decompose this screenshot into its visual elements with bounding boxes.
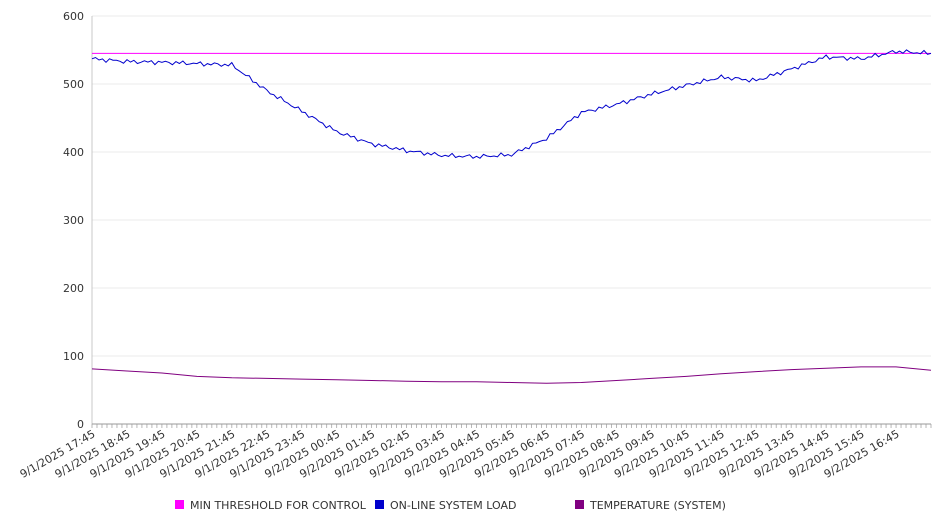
legend: MIN THRESHOLD FOR CONTROL ON-LINE SYSTEM … [175, 499, 726, 512]
legend-label-0: MIN THRESHOLD FOR CONTROL [190, 499, 367, 512]
legend-swatch-0 [175, 500, 184, 509]
series-line-1 [91, 49, 932, 159]
gridlines [92, 15, 931, 357]
legend-swatch-2 [575, 500, 584, 509]
legend-swatch-1 [375, 500, 384, 509]
y-tick-label-600: 600 [63, 10, 84, 23]
y-axis: 0 100 200 300 400 500 600 [63, 10, 93, 431]
y-tick-label-300: 300 [63, 214, 84, 227]
y-tick-label-500: 500 [63, 78, 84, 91]
series-lines [91, 49, 932, 384]
y-tick-label-0: 0 [77, 418, 84, 431]
y-tick-label-400: 400 [63, 146, 84, 159]
x-axis: 9/1/2025 17:459/1/2025 18:459/1/2025 19:… [18, 423, 932, 481]
y-tick-label-200: 200 [63, 282, 84, 295]
legend-label-1: ON-LINE SYSTEM LOAD [390, 499, 516, 512]
legend-label-2: TEMPERATURE (SYSTEM) [589, 499, 726, 512]
series-line-2 [91, 366, 932, 384]
y-tick-label-100: 100 [63, 350, 84, 363]
